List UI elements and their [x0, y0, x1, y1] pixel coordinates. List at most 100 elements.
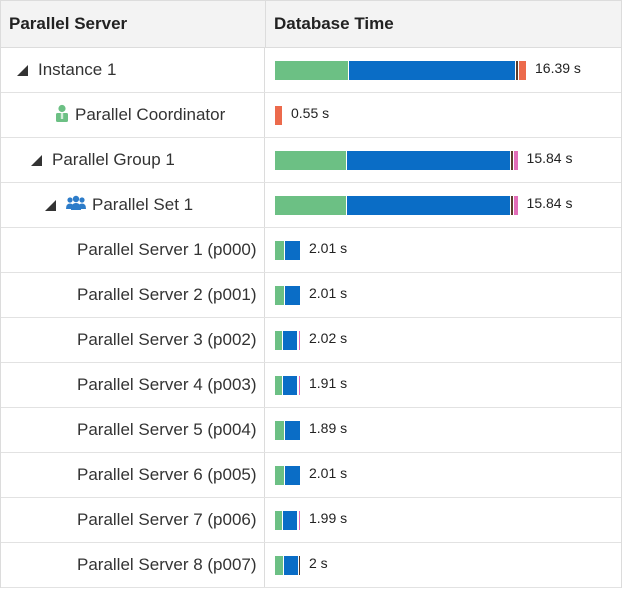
expand-collapse-icon[interactable] [17, 64, 28, 76]
row-label: Parallel Server 1 (p000) [77, 240, 257, 259]
bar-segment-cluster[interactable] [513, 151, 519, 170]
bar-segment-cluster[interactable] [299, 511, 301, 530]
database-time-bar[interactable] [275, 511, 301, 530]
column-header-database-time[interactable]: Database Time [274, 14, 394, 33]
table-row[interactable]: Instance 1 16.39 s [1, 48, 621, 93]
bar-segment-cpu[interactable] [275, 61, 349, 80]
database-time-cell: 1.89 s [265, 408, 621, 452]
database-time-value: 15.84 s [526, 195, 573, 211]
bar-segment-cluster[interactable] [513, 196, 519, 215]
parallel-server-cell: Instance 1 [1, 48, 265, 92]
bar-segment-cpu[interactable] [275, 196, 347, 215]
database-time-bar[interactable] [275, 286, 301, 305]
bar-segment-io[interactable] [283, 511, 298, 530]
bar-segment-cluster[interactable] [299, 376, 301, 395]
database-time-bar[interactable] [275, 241, 301, 260]
row-label: Parallel Server 3 (p002) [77, 330, 257, 349]
bar-segment-concurrency[interactable] [516, 61, 520, 80]
parallel-server-cell: Parallel Server 1 (p000) [1, 228, 265, 272]
database-time-cell: 2.01 s [265, 228, 621, 272]
database-time-bar[interactable] [275, 466, 301, 485]
database-time-value: 1.99 s [309, 510, 348, 526]
row-label: Parallel Server 8 (p007) [77, 555, 257, 574]
table-row[interactable]: Parallel Server 4 (p003) 1.91 s [1, 363, 621, 408]
bar-segment-io[interactable] [284, 241, 301, 260]
table-row[interactable]: Parallel Server 3 (p002) 2.02 s [1, 318, 621, 363]
bar-segment-other[interactable] [275, 106, 283, 125]
bar-segment-io[interactable] [284, 421, 301, 440]
table-row[interactable]: Parallel Group 1 15.84 s [1, 138, 621, 183]
bar-segment-io[interactable] [283, 331, 298, 350]
row-label: Parallel Server 2 (p001) [77, 285, 257, 304]
table-row[interactable]: Parallel Server 6 (p005) 2.01 s [1, 453, 621, 498]
row-label: Parallel Server 7 (p006) [77, 510, 257, 529]
bar-segment-cpu[interactable] [275, 466, 285, 485]
table-row[interactable]: Parallel Set 1 15.84 s [1, 183, 621, 228]
bar-segment-io[interactable] [346, 151, 511, 170]
bar-segment-io[interactable] [346, 196, 511, 215]
bar-segment-io[interactable] [284, 286, 301, 305]
table-row[interactable]: Parallel Server 5 (p004) 1.89 s [1, 408, 621, 453]
bar-segment-concurrency[interactable] [299, 556, 301, 575]
database-time-bar[interactable] [275, 151, 519, 170]
bar-segment-cpu[interactable] [275, 331, 284, 350]
bar-segment-io[interactable] [283, 376, 298, 395]
parallel-server-cell: Parallel Server 5 (p004) [1, 408, 265, 452]
bar-segment-io[interactable] [348, 61, 517, 80]
database-time-cell: 2.02 s [265, 318, 621, 362]
table-row[interactable]: Parallel Server 2 (p001) 2.01 s [1, 273, 621, 318]
parallel-server-cell: Parallel Coordinator [1, 93, 265, 137]
group-icon [66, 195, 86, 216]
database-time-bar[interactable] [275, 421, 301, 440]
column-header-parallel-server[interactable]: Parallel Server [1, 1, 266, 47]
database-time-bar[interactable] [275, 196, 519, 215]
bar-segment-cpu[interactable] [275, 376, 284, 395]
bar-segment-concurrency[interactable] [297, 331, 300, 350]
database-time-cell: 1.99 s [265, 498, 621, 542]
table-row[interactable]: Parallel Server 8 (p007) 2 s [1, 543, 621, 588]
bar-segment-io[interactable] [283, 556, 300, 575]
bar-segment-cpu[interactable] [275, 511, 284, 530]
table-row[interactable]: Parallel Coordinator 0.55 s [1, 93, 621, 138]
database-time-bar[interactable] [275, 556, 301, 575]
parallel-server-cell: Parallel Group 1 [1, 138, 265, 182]
database-time-value: 15.84 s [526, 150, 573, 166]
database-time-bar[interactable] [275, 61, 528, 80]
bar-segment-cpu[interactable] [275, 151, 347, 170]
bar-segment-cpu[interactable] [275, 556, 284, 575]
bar-segment-concurrency[interactable] [297, 511, 300, 530]
bar-segment-cpu[interactable] [275, 286, 285, 305]
database-time-cell: 0.55 s [265, 93, 621, 137]
expand-collapse-icon[interactable] [31, 154, 42, 166]
table-row[interactable]: Parallel Server 7 (p006) 1.99 s [1, 498, 621, 543]
row-label: Parallel Set 1 [92, 195, 194, 214]
row-label: Parallel Server 4 (p003) [77, 375, 257, 394]
database-time-cell: 1.91 s [265, 363, 621, 407]
table-body: Instance 1 16.39 s Parallel Coordinator 0.5… [1, 48, 621, 588]
database-time-cell: 2 s [265, 543, 621, 587]
table-row[interactable]: Parallel Server 1 (p000) 2.01 s [1, 228, 621, 273]
database-time-cell: 2.01 s [265, 453, 621, 497]
bar-segment-cpu[interactable] [275, 241, 285, 260]
database-time-value: 0.55 s [291, 105, 330, 121]
database-time-value: 2.01 s [309, 465, 348, 481]
database-time-bar[interactable] [275, 376, 301, 395]
bar-segment-cpu[interactable] [275, 421, 285, 440]
database-time-value: 2.01 s [309, 240, 348, 256]
database-time-bar[interactable] [275, 331, 301, 350]
person-icon [55, 104, 69, 127]
row-label: Parallel Server 5 (p004) [77, 420, 257, 439]
database-time-cell: 15.84 s [265, 183, 621, 227]
bar-segment-concurrency[interactable] [297, 376, 300, 395]
row-label: Parallel Group 1 [52, 150, 175, 169]
database-time-value: 1.89 s [309, 420, 348, 436]
bar-segment-io[interactable] [284, 466, 301, 485]
bar-segment-concurrency[interactable] [510, 151, 514, 170]
bar-segment-cluster[interactable] [299, 331, 301, 350]
database-time-bar[interactable] [275, 106, 283, 125]
bar-segment-other[interactable] [519, 61, 528, 80]
database-time-value: 2 s [309, 555, 328, 571]
expand-collapse-icon[interactable] [45, 199, 56, 211]
bar-segment-concurrency[interactable] [510, 196, 514, 215]
